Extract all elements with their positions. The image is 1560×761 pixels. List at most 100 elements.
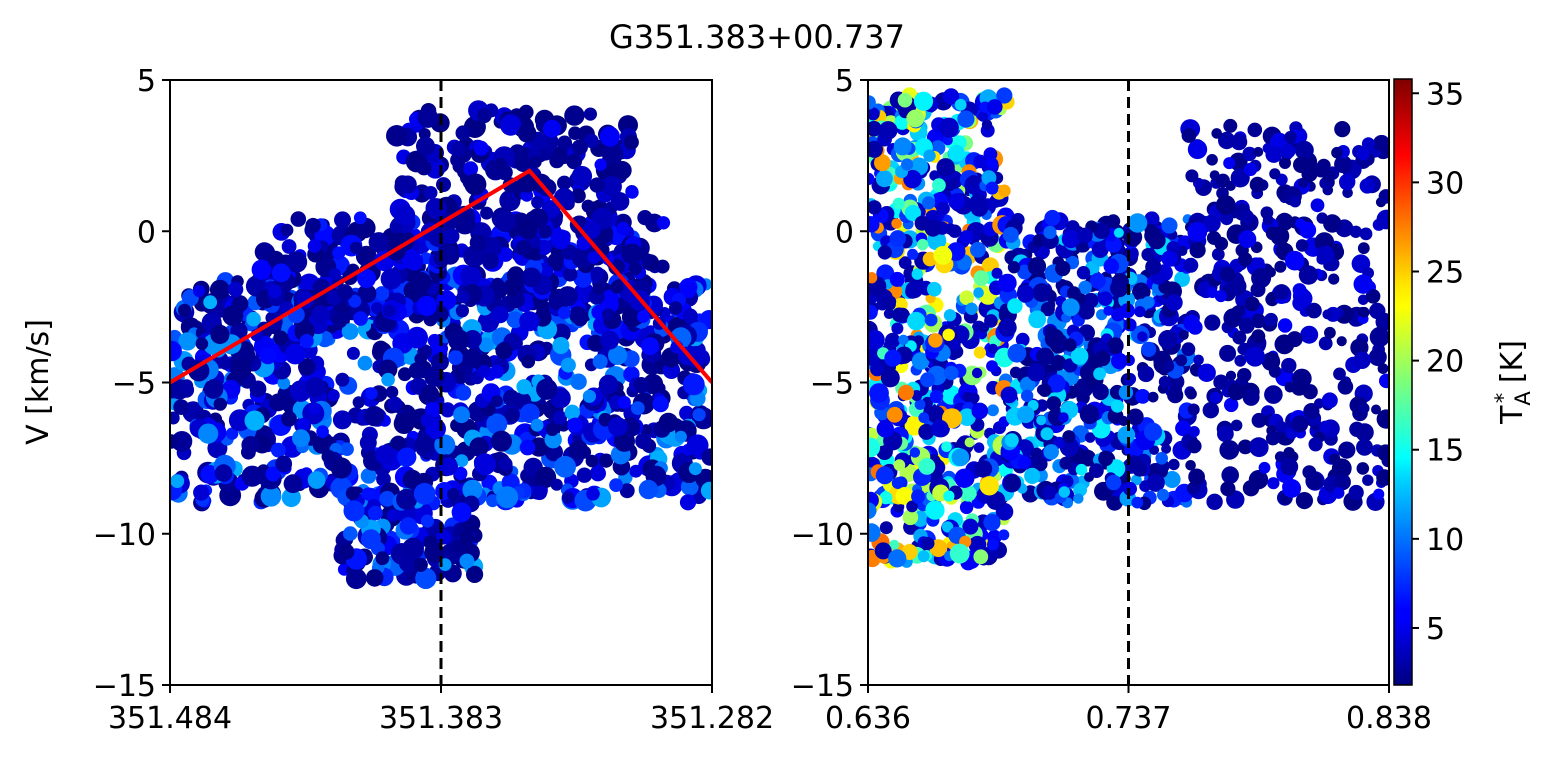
- left-scatter-point: [425, 401, 441, 418]
- left-scatter-point: [390, 435, 407, 452]
- right-scatter-point: [1264, 385, 1283, 404]
- right-scatter-point: [1204, 314, 1221, 331]
- left-scatter-point: [357, 269, 376, 288]
- left-scatter-point: [557, 135, 573, 151]
- right-scatter-point: [884, 349, 902, 367]
- right-scatter-point: [1321, 392, 1338, 409]
- left-scatter-point: [298, 358, 316, 376]
- right-scatter-point: [1265, 146, 1283, 163]
- right-scatter-point: [1331, 146, 1343, 159]
- right-scatter-point: [1238, 252, 1253, 267]
- right-scatter-point: [998, 273, 1017, 293]
- left-panel: 351.484 351.383 351.282 5 0 −5 −10 −15 V [km/s]: [21, 64, 774, 736]
- left-scatter-point: [398, 175, 417, 194]
- right-scatter-point: [1079, 404, 1100, 425]
- right-scatter-point: [1293, 156, 1310, 173]
- right-scatter-point: [1147, 231, 1166, 250]
- left-scatter-point: [494, 210, 516, 233]
- right-scatter-point: [929, 389, 944, 404]
- right-scatter-point: [1041, 302, 1052, 314]
- right-scatter-point: [1303, 403, 1320, 420]
- right-scatter-point: [1251, 268, 1272, 288]
- left-scatter-point: [439, 457, 458, 476]
- right-scatter-point: [868, 523, 881, 542]
- left-scatter-point: [456, 290, 470, 304]
- right-scatter-point: [885, 332, 901, 348]
- right-scatter-point: [1165, 294, 1183, 311]
- right-scatter-point: [948, 193, 965, 210]
- left-scatter-point: [571, 188, 586, 204]
- left-scatter-point: [361, 487, 375, 501]
- right-scatter-point: [1216, 173, 1230, 188]
- right-scatter-point: [879, 491, 893, 505]
- left-scatter-point: [360, 468, 377, 484]
- right-scatter-point: [1251, 313, 1266, 329]
- right-scatter-point: [1197, 363, 1216, 382]
- right-scatter-point: [1251, 412, 1267, 428]
- right-scatter-point: [1295, 239, 1309, 252]
- left-scatter-point: [397, 367, 412, 382]
- left-scatter-point: [375, 551, 390, 566]
- right-scatter-point: [974, 460, 993, 478]
- left-scatter-point: [270, 442, 286, 458]
- right-scatter-point: [1161, 217, 1178, 234]
- left-scatter-point: [386, 125, 408, 147]
- right-scatter-point: [1242, 388, 1260, 406]
- right-scatter-point: [1046, 396, 1062, 411]
- right-scatter-point: [1203, 214, 1221, 233]
- right-scatter-point: [1131, 460, 1148, 477]
- right-scatter-point: [1093, 367, 1106, 381]
- right-scatter-point: [927, 281, 942, 297]
- left-scatter-point: [340, 442, 354, 457]
- right-x-tick-label: 0.838: [1346, 701, 1432, 736]
- left-scatter-point: [602, 295, 619, 313]
- right-scatter-point: [901, 158, 914, 171]
- right-scatter-point: [942, 135, 953, 146]
- right-scatter-point: [1110, 279, 1129, 298]
- left-scatter-point: [198, 423, 219, 444]
- right-scatter-point: [1042, 485, 1057, 500]
- right-scatter-point: [1218, 131, 1236, 150]
- right-scatter-point: [1323, 214, 1342, 233]
- left-scatter-point: [348, 294, 362, 308]
- right-scatter-point: [1188, 468, 1205, 486]
- right-scatter-point: [894, 114, 910, 130]
- left-scatter-point: [357, 284, 377, 303]
- left-scatter-point: [273, 330, 289, 346]
- left-scatter-point: [453, 406, 470, 424]
- right-scatter-point: [874, 154, 891, 172]
- right-scatter-point: [902, 509, 919, 526]
- right-scatter-point: [938, 117, 959, 138]
- left-scatter-point: [451, 502, 472, 523]
- right-scatter-point: [1273, 284, 1290, 300]
- right-scatter-point: [1106, 493, 1123, 511]
- left-scatter-point: [633, 377, 650, 394]
- right-scatter-point: [1353, 274, 1373, 294]
- left-scatter-point: [682, 308, 698, 324]
- right-scatter-point: [917, 550, 930, 563]
- left-scatter-point: [386, 509, 399, 522]
- right-scatter-point: [1378, 189, 1389, 204]
- right-scatter-point: [1163, 471, 1181, 488]
- left-scatter-point: [249, 380, 267, 398]
- left-y-tick-label: 0: [137, 215, 156, 250]
- right-scatter-point: [1188, 426, 1200, 438]
- right-scatter-point: [874, 542, 892, 560]
- left-scatter-point: [587, 251, 601, 264]
- right-scatter-point: [1334, 155, 1353, 174]
- left-scatter-point: [464, 173, 487, 196]
- right-scatter-point: [1242, 146, 1257, 162]
- left-scatter-point: [598, 374, 619, 395]
- left-scatter-point: [210, 324, 230, 344]
- right-scatter-point: [1185, 460, 1196, 471]
- right-scatter-point: [1181, 342, 1196, 357]
- right-scatter-point: [1227, 276, 1247, 296]
- left-scatter-point: [652, 395, 669, 413]
- fit-line: [170, 168, 712, 385]
- right-scatter-point: [1091, 241, 1109, 258]
- right-scatter-point: [888, 549, 907, 568]
- left-scatter-point: [343, 500, 365, 522]
- colorbar-label: TA* [K]: [1491, 340, 1535, 425]
- right-scatter-point: [1094, 350, 1111, 367]
- left-scatter-point: [552, 410, 568, 425]
